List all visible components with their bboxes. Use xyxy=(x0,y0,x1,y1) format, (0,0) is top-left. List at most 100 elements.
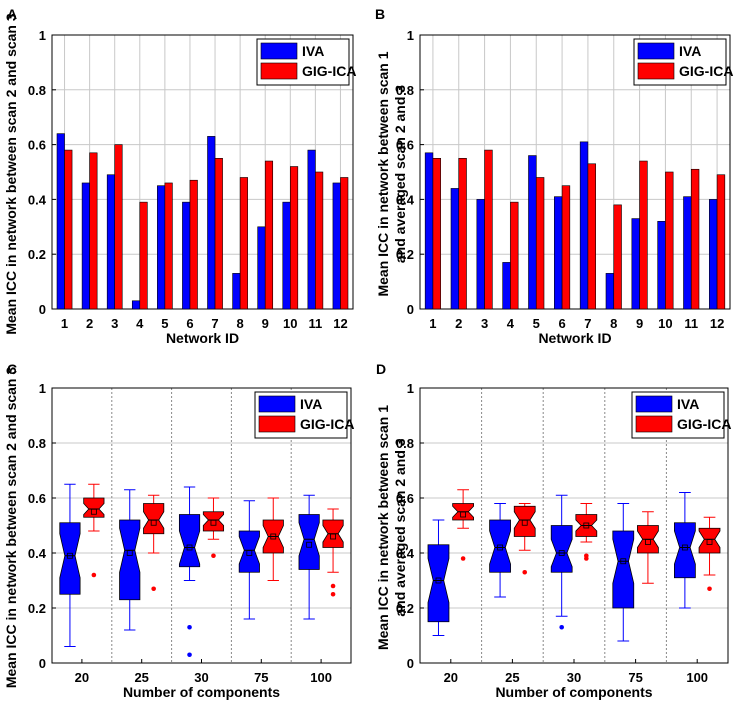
y-axis-label: Mean ICC in network between scan 2 and s… xyxy=(3,13,19,335)
box-plot xyxy=(575,503,598,561)
x-tick-label: 5 xyxy=(533,316,540,331)
outlier xyxy=(330,591,336,597)
mean-marker xyxy=(270,533,277,540)
bar xyxy=(424,152,434,310)
x-tick-label: 6 xyxy=(186,316,193,331)
bar xyxy=(458,158,467,310)
legend-label: GIG-ICA xyxy=(300,416,354,432)
y-tick-label: 1 xyxy=(407,381,414,396)
bar xyxy=(307,149,316,310)
mean-marker xyxy=(435,577,442,584)
box xyxy=(119,519,141,601)
legend-label: GIG-ICA xyxy=(302,63,356,79)
x-tick-label: 6 xyxy=(558,316,565,331)
mean-marker xyxy=(67,552,73,559)
x-axis-label: Number of components xyxy=(123,684,280,700)
box-plot xyxy=(298,494,320,620)
outlier xyxy=(559,624,564,630)
bar xyxy=(189,179,198,310)
axes-box xyxy=(51,34,354,310)
legend-swatch-iva xyxy=(635,395,673,413)
mean-marker xyxy=(126,550,133,556)
legend-label: IVA xyxy=(679,43,701,59)
mean-marker xyxy=(330,533,336,540)
series-gig-ica xyxy=(64,144,349,310)
legend-label: IVA xyxy=(300,396,322,412)
y-axis-label-line1: Mean ICC in network between scan 1 xyxy=(375,405,391,650)
box-plot xyxy=(238,500,260,620)
y-tick-label: 0.4 xyxy=(396,546,415,561)
x-tick-label: 11 xyxy=(684,316,698,331)
panel-letter: C xyxy=(7,361,17,377)
box-plot xyxy=(59,483,81,647)
bar xyxy=(683,196,692,310)
bar xyxy=(510,201,519,310)
bar xyxy=(315,171,324,310)
bar xyxy=(182,201,191,310)
bar xyxy=(528,155,537,310)
bar xyxy=(716,174,726,310)
mean-marker xyxy=(583,522,590,529)
bar xyxy=(139,201,148,310)
bar xyxy=(56,133,65,310)
box xyxy=(489,519,511,573)
y-tick-label: 0.6 xyxy=(396,138,414,153)
bar xyxy=(157,185,166,310)
legend-swatch-gig-ica xyxy=(258,415,296,433)
x-tick-label: 7 xyxy=(584,316,591,331)
bar xyxy=(502,262,511,310)
x-tick-label: 9 xyxy=(636,316,643,331)
x-tick-label: 8 xyxy=(237,316,244,331)
x-tick-label: 3 xyxy=(481,316,488,331)
outlier xyxy=(522,569,528,575)
bar xyxy=(450,188,460,310)
y-tick-label: 0.2 xyxy=(396,247,414,262)
x-tick-label: 10 xyxy=(283,316,297,331)
bar xyxy=(587,163,596,310)
bar xyxy=(690,168,700,310)
outlier xyxy=(460,556,466,561)
y-tick-label: 1 xyxy=(39,28,46,43)
y-tick-label: 1 xyxy=(407,28,414,43)
mean-marker xyxy=(620,558,627,565)
box xyxy=(178,514,201,568)
legend: IVA GIG-ICA xyxy=(633,38,733,86)
mean-marker xyxy=(521,519,528,526)
y-tick-label: 0 xyxy=(407,656,414,671)
mean-marker xyxy=(645,539,651,545)
x-tick-label: 100 xyxy=(310,670,332,685)
mean-marker xyxy=(246,550,253,556)
y-axis-label-line2: and averaged scan 2 and 3 xyxy=(392,85,408,263)
mean-marker xyxy=(460,511,467,518)
bar xyxy=(613,204,622,310)
bar xyxy=(665,171,674,310)
box-plot xyxy=(452,489,474,561)
outlier xyxy=(584,556,589,561)
x-tick-label: 12 xyxy=(333,316,347,331)
x-tick-label: 10 xyxy=(658,316,672,331)
bar xyxy=(554,196,563,310)
bar xyxy=(709,199,718,310)
bar xyxy=(207,136,216,310)
legend-label: GIG-ICA xyxy=(679,63,733,79)
bar xyxy=(476,199,485,310)
legend-swatch-iva xyxy=(260,42,298,60)
box-plot xyxy=(322,508,344,597)
box xyxy=(238,530,260,573)
legend-swatch-gig-ica xyxy=(637,62,675,80)
bar xyxy=(605,273,615,310)
x-tick-label: 1 xyxy=(429,316,436,331)
x-tick-label: 8 xyxy=(610,316,617,331)
x-tick-label: 25 xyxy=(134,670,148,685)
legend-swatch-iva xyxy=(637,42,675,60)
bar xyxy=(332,182,341,310)
box-plot xyxy=(178,486,201,658)
bar xyxy=(432,158,441,310)
bar xyxy=(64,149,73,310)
legend-swatch-gig-ica xyxy=(260,62,298,80)
box-plot xyxy=(83,483,105,578)
x-tick-label: 30 xyxy=(194,670,208,685)
y-axis-label: Mean ICC in network between scan 2 and s… xyxy=(3,367,19,689)
box xyxy=(550,525,573,573)
